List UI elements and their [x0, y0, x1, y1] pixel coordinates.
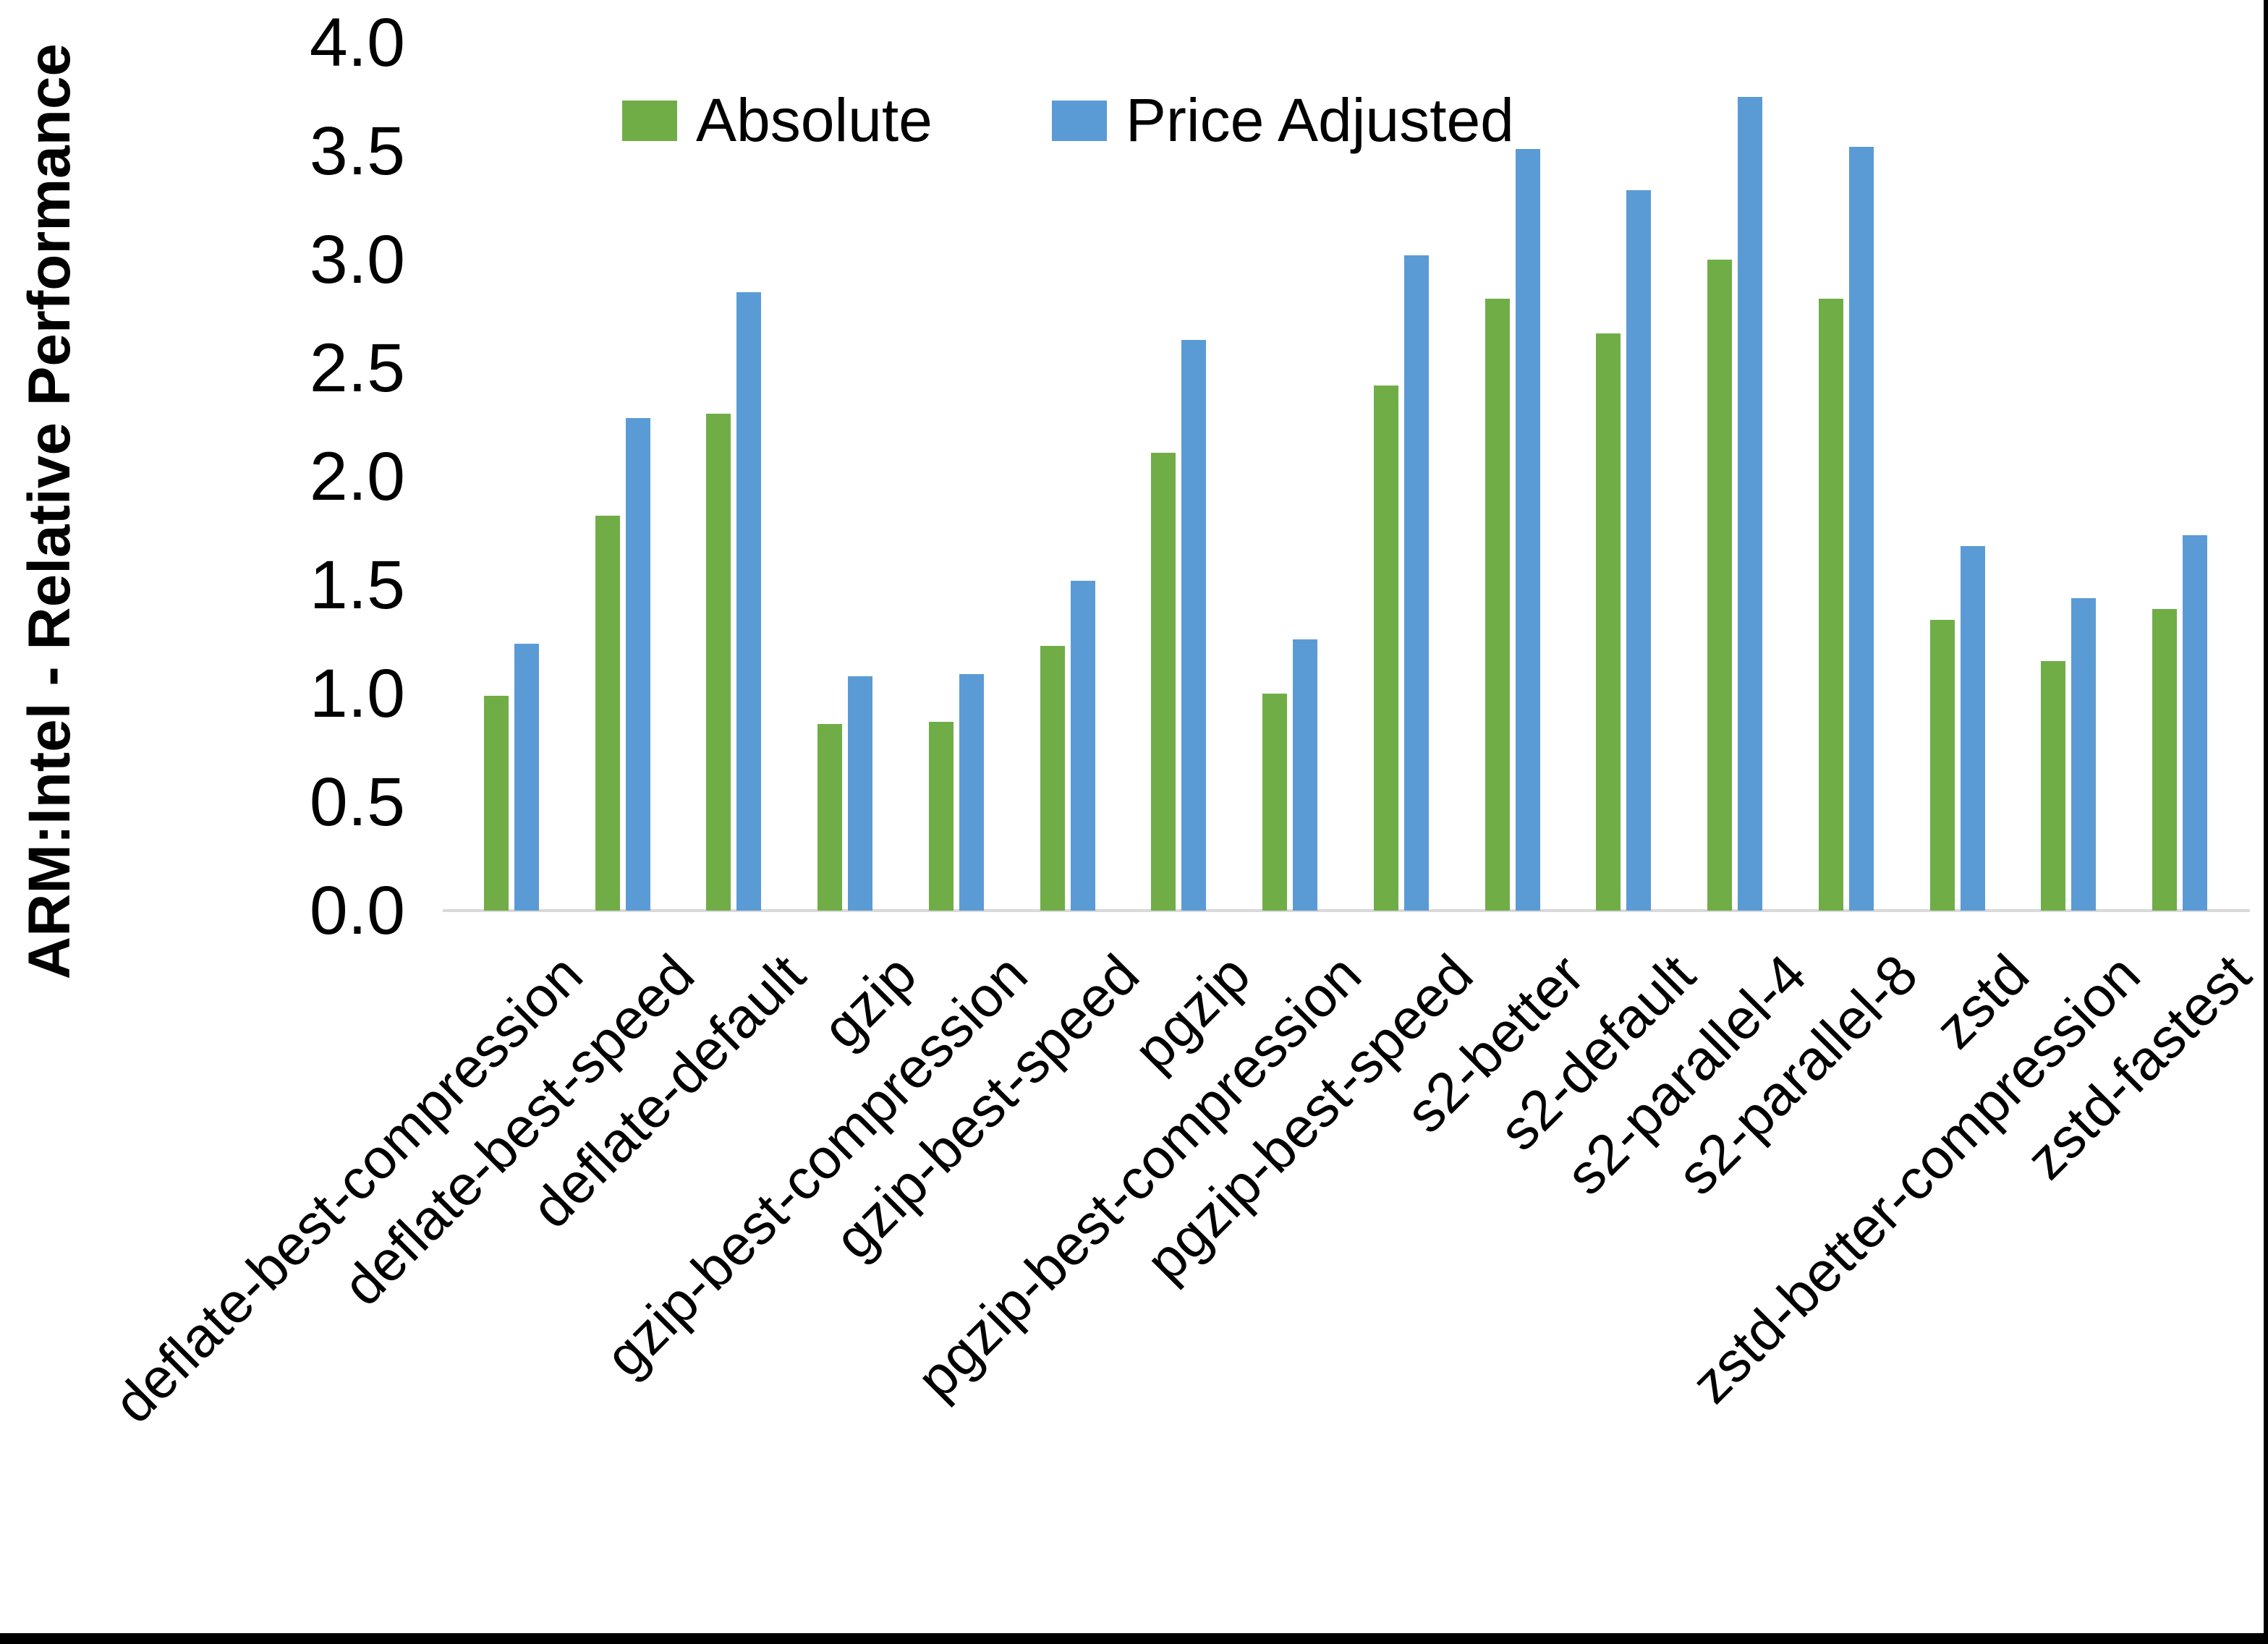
legend-label-absolute: Absolute	[696, 86, 933, 154]
bar-absolute	[2041, 661, 2066, 911]
legend-swatch-price-adjusted	[1051, 100, 1107, 141]
y-tick-label: 3.0	[309, 221, 405, 298]
legend-item-absolute: Absolute	[622, 85, 933, 156]
legend-swatch-absolute	[622, 100, 677, 141]
y-tick-label: 2.0	[309, 438, 405, 515]
y-tick-label: 4.0	[309, 4, 405, 81]
bar-absolute	[1818, 299, 1843, 911]
bar-price-adjusted	[1848, 147, 1874, 911]
bar-absolute	[1485, 299, 1510, 911]
bar-absolute	[928, 722, 954, 911]
bar-absolute	[595, 516, 620, 911]
bar-absolute	[1151, 453, 1176, 911]
bar-price-adjusted	[1738, 97, 1763, 911]
bar-absolute	[1596, 333, 1621, 911]
bar-price-adjusted	[736, 292, 762, 911]
y-tick-label: 1.5	[309, 547, 405, 623]
bar-absolute	[1707, 260, 1733, 911]
bar-absolute	[1373, 386, 1398, 911]
bar-price-adjusted	[625, 418, 650, 911]
bar-price-adjusted	[1626, 190, 1652, 911]
legend-label-price-adjusted: Price Adjusted	[1125, 86, 1514, 154]
bar-price-adjusted	[848, 676, 873, 911]
x-axis-line	[443, 909, 2250, 912]
bar-absolute	[817, 724, 843, 911]
bar-absolute	[1040, 646, 1065, 911]
y-axis-title: ARM:Intel - Relative Performance	[17, 43, 82, 980]
y-tick-label: 0.5	[309, 764, 405, 840]
y-tick-label: 2.5	[309, 330, 405, 406]
bottom-border	[0, 1633, 2268, 1644]
bar-price-adjusted	[1070, 581, 1095, 911]
bar-price-adjusted	[1515, 149, 1540, 911]
bar-price-adjusted	[959, 674, 984, 911]
bar-price-adjusted	[1403, 255, 1429, 911]
bar-absolute	[1929, 620, 1955, 911]
legend-item-price-adjusted: Price Adjusted	[1051, 85, 1514, 156]
bar-absolute	[706, 414, 731, 911]
bar-absolute	[483, 696, 509, 911]
right-border	[2264, 0, 2268, 1644]
bar-price-adjusted	[2183, 535, 2208, 911]
bar-price-adjusted	[1960, 546, 1985, 911]
x-category-label: deflate-best-compression	[101, 942, 595, 1436]
bar-absolute	[1262, 694, 1288, 911]
bar-price-adjusted	[1181, 340, 1207, 911]
legend: Absolute Price Adjusted	[622, 85, 1514, 156]
bar-price-adjusted	[1293, 639, 1318, 911]
bar-price-adjusted	[2071, 598, 2097, 911]
y-tick-label: 0.0	[309, 872, 405, 949]
bar-absolute	[2152, 609, 2178, 911]
y-tick-label: 1.0	[309, 655, 405, 732]
y-tick-label: 3.5	[309, 113, 405, 189]
bar-price-adjusted	[514, 644, 539, 911]
